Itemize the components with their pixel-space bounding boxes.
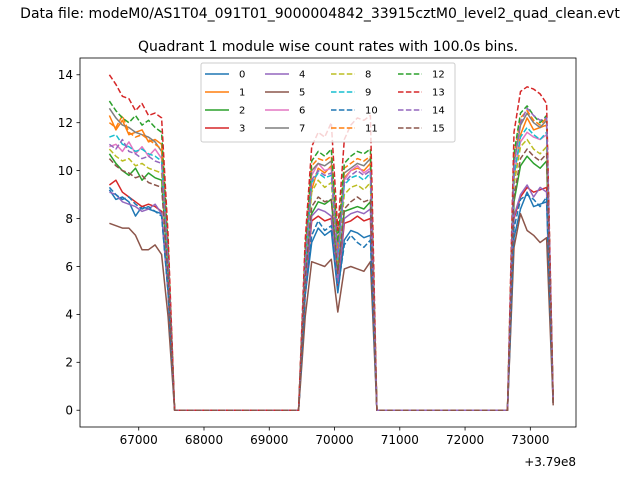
legend-label: 8 xyxy=(365,70,371,81)
x-axis-ticks: 67000 68000 69000 70000 71000 72000 73000 xyxy=(120,427,549,447)
legend-label: 5 xyxy=(299,88,305,99)
legend-entry-4: 4 xyxy=(265,70,305,81)
legend-label: 4 xyxy=(299,70,305,81)
x-tick-label: 72000 xyxy=(446,433,484,447)
y-axis-ticks: 0 2 4 6 8 10 12 14 xyxy=(58,68,80,418)
legend-entry-11: 11 xyxy=(331,124,378,135)
legend-label: 9 xyxy=(365,88,371,99)
legend-entry-6: 6 xyxy=(265,106,305,117)
plot-frame xyxy=(79,57,577,428)
x-tick-label: 69000 xyxy=(250,433,288,447)
legend-label: 12 xyxy=(432,70,445,81)
legend-entry-2: 2 xyxy=(205,106,245,117)
x-tick-label: 71000 xyxy=(381,433,419,447)
x-tick-label: 67000 xyxy=(120,433,158,447)
legend-entry-0: 0 xyxy=(205,70,245,81)
legend-label: 3 xyxy=(239,124,245,135)
legend-entry-3: 3 xyxy=(205,124,245,135)
legend-label: 13 xyxy=(432,88,445,99)
legend-label: 14 xyxy=(432,106,445,117)
legend-frame xyxy=(200,62,456,143)
x-tick-label: 70000 xyxy=(315,433,353,447)
figure-suptitle: Data file: modeM0/AS1T04_091T01_90000048… xyxy=(20,6,620,22)
legend-entry-7: 7 xyxy=(265,124,305,135)
y-tick-label: 4 xyxy=(65,308,73,322)
legend-label: 2 xyxy=(239,106,245,117)
series-layer xyxy=(108,74,554,411)
legend-label: 15 xyxy=(432,124,445,135)
legend-entry-5: 5 xyxy=(265,88,305,99)
legend-entry-9: 9 xyxy=(331,88,371,99)
series-line-15 xyxy=(108,148,554,411)
legend-entry-1: 1 xyxy=(205,88,245,99)
y-tick-label: 2 xyxy=(65,356,73,370)
legend-label: 10 xyxy=(365,106,378,117)
y-tick-label: 8 xyxy=(65,212,73,226)
y-tick-label: 0 xyxy=(65,404,73,418)
legend-entry-15: 15 xyxy=(398,124,445,135)
legend-label: 7 xyxy=(299,124,305,135)
legend-entry-12: 12 xyxy=(398,70,445,81)
x-offset-label: +3.79e8 xyxy=(524,455,576,469)
legend-label: 6 xyxy=(299,106,305,117)
y-tick-label: 6 xyxy=(65,260,73,274)
y-tick-label: 10 xyxy=(58,164,73,178)
x-tick-label: 68000 xyxy=(185,433,223,447)
legend-entry-8: 8 xyxy=(331,70,371,81)
x-tick-label: 73000 xyxy=(511,433,549,447)
legend-entry-10: 10 xyxy=(331,106,378,117)
legend-entry-14: 14 xyxy=(398,106,445,117)
chart-title: Quadrant 1 module wise count rates with … xyxy=(138,39,518,55)
legend-label: 11 xyxy=(365,124,378,135)
legend-label: 1 xyxy=(239,88,245,99)
legend-label: 0 xyxy=(239,70,245,81)
y-tick-label: 14 xyxy=(58,68,73,82)
legend-entry-13: 13 xyxy=(398,88,445,99)
y-tick-label: 12 xyxy=(58,116,73,130)
